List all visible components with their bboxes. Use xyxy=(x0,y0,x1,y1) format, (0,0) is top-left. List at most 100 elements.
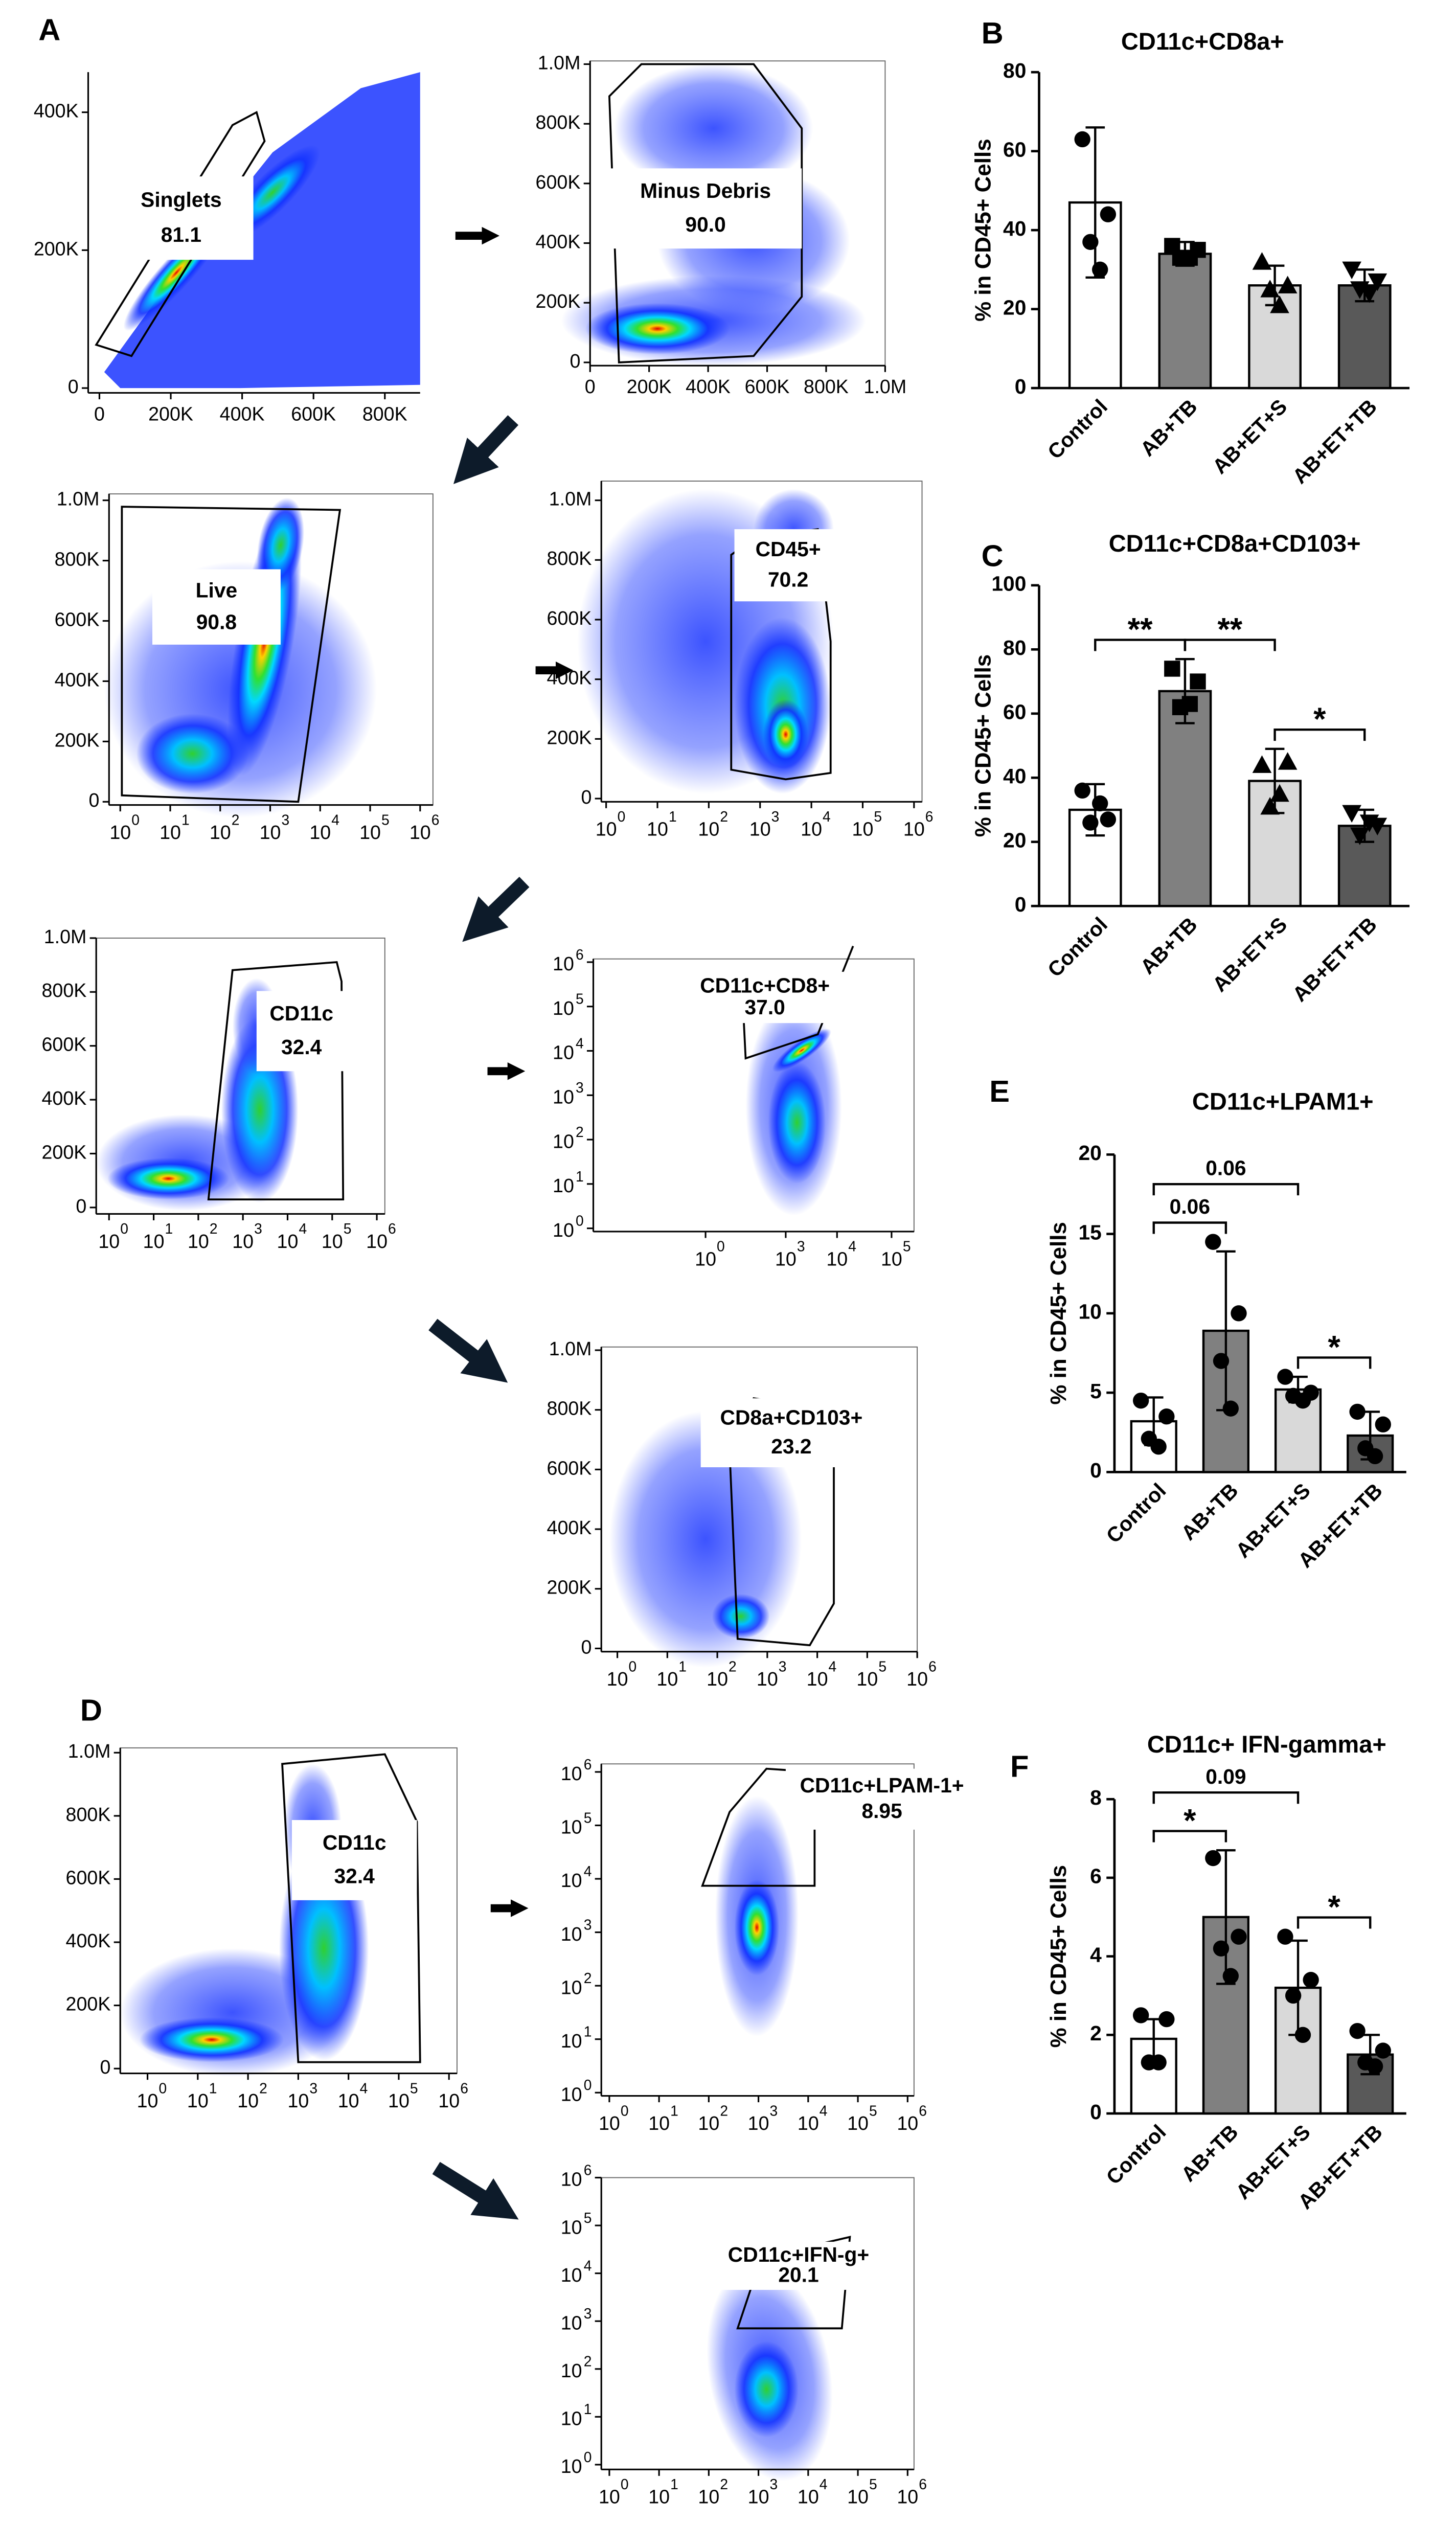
y-tick-label: 800K xyxy=(41,980,86,1001)
data-point xyxy=(1260,280,1280,298)
significance-bracket xyxy=(1296,1356,1372,1369)
x-tick-label: 400K xyxy=(220,403,265,424)
y-tick-label: 800K xyxy=(536,111,581,133)
y-tick-exponent: 1 xyxy=(584,2401,592,2417)
data-point xyxy=(1231,1305,1247,1322)
x-tick-label: AB+ET+TB xyxy=(1288,395,1381,488)
data-point xyxy=(1368,273,1387,291)
data-point xyxy=(1074,131,1090,148)
x-tick-exponent: 0 xyxy=(618,808,626,825)
y-tick-label: 1.0M xyxy=(57,488,100,510)
x-tick-label: 800K xyxy=(362,403,407,424)
x-tick-base: 10 xyxy=(698,818,719,840)
data-point xyxy=(1082,234,1099,250)
gate xyxy=(281,1753,421,2063)
y-tick-label: 400K xyxy=(41,1087,86,1109)
gate-label-box xyxy=(152,569,281,645)
x-tick-label: 0 xyxy=(585,376,596,397)
x-tick-exponent: 4 xyxy=(823,808,831,825)
y-tick-exponent: 1 xyxy=(576,1168,584,1185)
x-tick-base: 10 xyxy=(137,2090,158,2111)
gate-name: CD11c+IFN-g+ xyxy=(728,2243,869,2266)
significance-bracket xyxy=(1152,1221,1227,1234)
y-tick-exponent: 5 xyxy=(584,2210,592,2226)
chart-title: CD11c+ IFN-gamma+ xyxy=(1147,1731,1386,1758)
y-tick-label: 5 xyxy=(1090,1379,1102,1403)
event-cloud xyxy=(585,303,730,355)
y-tick-exponent: 4 xyxy=(584,2258,592,2274)
event-cloud xyxy=(734,2341,799,2438)
data-point xyxy=(1150,2054,1167,2071)
arrow xyxy=(432,2162,519,2220)
y-tick-label: 20 xyxy=(1078,1141,1101,1165)
gate-label-box xyxy=(785,1768,979,1830)
gate-label-box xyxy=(109,176,254,260)
data-point xyxy=(1132,2007,1149,2023)
x-tick-exponent: 2 xyxy=(720,2102,728,2119)
gate-percent: 23.2 xyxy=(771,1435,811,1458)
y-tick-base: 10 xyxy=(561,2083,582,2105)
gate-name: Minus Debris xyxy=(640,179,771,202)
flow-plot: 0200K400K600K800K1.0M1001011021031041051… xyxy=(41,926,396,1252)
y-tick-base: 10 xyxy=(561,2408,582,2429)
event-cloud xyxy=(712,1594,770,1639)
x-tick-label: AB+ET+S xyxy=(1208,395,1291,479)
x-tick-label: 600K xyxy=(745,376,790,397)
flow-plot: 0 200K 400K 600K 800K 1.0M 0 200K 400K 600K 800K 1.… xyxy=(536,52,907,397)
y-tick-exponent: 6 xyxy=(576,946,584,963)
x-tick-base: 10 xyxy=(648,2486,670,2508)
x-tick-exponent: 3 xyxy=(771,808,780,825)
bar xyxy=(1337,284,1392,390)
y-tick-base: 10 xyxy=(561,2030,582,2052)
y-tick-label: 60 xyxy=(1003,138,1026,161)
gate-name: CD45+ xyxy=(756,537,821,561)
y-axis-label: % in CD45+ Cells xyxy=(970,654,995,837)
x-tick-exponent: 1 xyxy=(209,2080,217,2096)
y-tick-label: 1.0M xyxy=(44,926,87,947)
y-tick-label: 100 xyxy=(991,572,1026,596)
x-tick-base: 10 xyxy=(359,822,381,843)
gate-name: CD8a+CD103+ xyxy=(720,1405,863,1429)
significance-label: ** xyxy=(1128,611,1153,647)
y-tick-base: 10 xyxy=(553,997,574,1019)
error-bar xyxy=(1085,126,1105,279)
data-point xyxy=(1100,206,1117,222)
significance-label: * xyxy=(1328,1329,1340,1365)
x-tick-exponent: 4 xyxy=(820,2102,828,2119)
y-tick-label: 600K xyxy=(536,171,581,193)
arrow xyxy=(453,415,519,484)
y-tick-exponent: 0 xyxy=(576,1213,584,1229)
y-tick-exponent: 5 xyxy=(576,991,584,1007)
data-point xyxy=(1278,276,1298,293)
y-tick-label: 0 xyxy=(76,1195,86,1217)
y-tick-label: 0 xyxy=(1090,1459,1102,1482)
y-tick-base: 10 xyxy=(553,1130,574,1152)
x-tick-base: 10 xyxy=(647,818,668,840)
y-tick-exponent: 2 xyxy=(584,1970,592,1986)
y-tick-label: 1.0M xyxy=(549,1338,592,1359)
gate-name: CD11c+CD8+ xyxy=(700,974,830,997)
x-tick-exponent: 4 xyxy=(848,1238,856,1255)
event-cloud xyxy=(104,72,420,389)
gate xyxy=(121,506,342,803)
y-tick-base: 10 xyxy=(561,2455,582,2477)
error-bar xyxy=(1216,1849,1236,1985)
x-tick-base: 10 xyxy=(826,1248,848,1269)
y-tick-label: 0 xyxy=(581,1636,592,1657)
x-tick-base: 10 xyxy=(388,2090,410,2111)
panel-letter: A xyxy=(38,12,60,47)
x-tick-exponent: 2 xyxy=(720,808,728,825)
data-point xyxy=(1213,1940,1230,1957)
x-tick-base: 10 xyxy=(798,2112,819,2134)
data-point xyxy=(1231,1928,1247,1945)
x-tick-base: 10 xyxy=(698,2112,719,2134)
x-tick-exponent: 4 xyxy=(829,1658,837,1675)
x-tick-base: 10 xyxy=(695,1248,716,1269)
x-tick-label: AB+ET+TB xyxy=(1288,913,1381,1006)
y-axis-label: % in CD45+ Cells xyxy=(970,139,995,321)
event-cloud xyxy=(734,1879,780,1976)
x-tick-base: 10 xyxy=(410,822,431,843)
data-point xyxy=(1074,782,1090,799)
data-point xyxy=(1092,795,1108,812)
x-tick-base: 10 xyxy=(707,1668,728,1690)
